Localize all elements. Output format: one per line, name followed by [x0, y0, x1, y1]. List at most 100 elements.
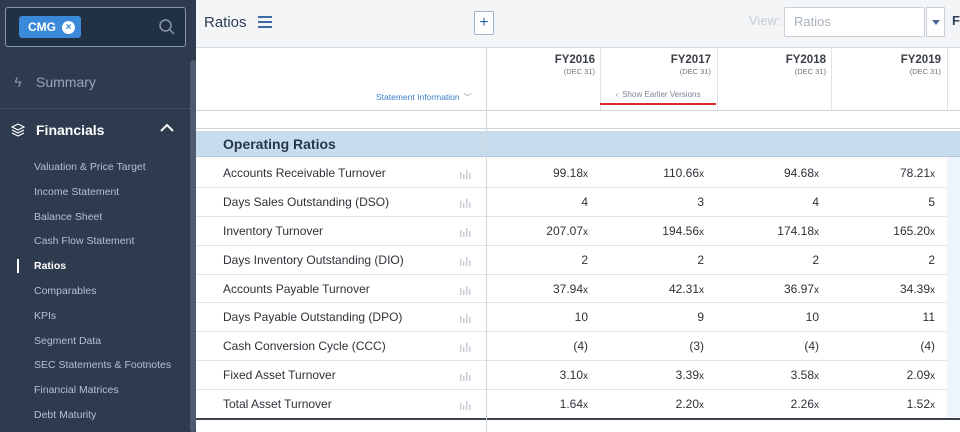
cell-value: 2 — [717, 253, 819, 267]
cell-number: 37.94 — [552, 281, 583, 296]
bar-chart-icon[interactable] — [460, 313, 471, 324]
sidebar-divider — [0, 108, 196, 109]
cell-value: 42.31x — [600, 282, 704, 296]
cell-value: 3 — [600, 195, 704, 209]
nav-financials-label: Financials — [36, 122, 105, 138]
view-label: View: — [749, 13, 781, 28]
row-label: Total Asset Turnover — [223, 397, 332, 412]
table-row[interactable]: Total Asset Turnover 1.64x 2.20x 2.26x 1… — [196, 390, 960, 420]
period-end: (DEC 31) — [679, 67, 711, 76]
bar-chart-icon[interactable] — [460, 285, 471, 295]
table-row[interactable]: Days Payable Outstanding (DPO) 10 9 10 1… — [196, 303, 960, 333]
sidebar-item-income-statement[interactable]: Income Statement — [34, 185, 120, 198]
bar-chart-icon[interactable] — [460, 371, 471, 382]
table-row[interactable]: Days Inventory Outstanding (DIO) 2 2 2 2 — [196, 246, 960, 275]
bar-chart-icon[interactable] — [460, 256, 471, 266]
cell-value: 37.94x — [486, 282, 588, 296]
sidebar-item-balance-sheet[interactable]: Balance Sheet — [34, 210, 103, 223]
nav-summary[interactable]: ϟ Summary — [0, 62, 196, 102]
sidebar-item-segment-data[interactable]: Segment Data — [34, 334, 102, 347]
nav-financials[interactable]: Financials — [0, 112, 196, 148]
cell-value: 10 — [486, 310, 588, 324]
nav-summary-label: Summary — [36, 74, 96, 90]
cell-suffix: x — [699, 284, 704, 296]
table-row[interactable]: Inventory Turnover 207.07x 194.56x 174.1… — [196, 217, 960, 246]
fiscal-year: FY2019 — [900, 54, 941, 66]
cell-number: 5 — [928, 194, 935, 209]
row-label: Inventory Turnover — [223, 223, 324, 238]
cell-suffix: x — [814, 371, 819, 383]
cell-number: 94.68 — [783, 166, 814, 180]
sidebar-item-kpis[interactable]: KPIs — [34, 309, 57, 322]
column-fy2017[interactable]: FY2017 (DEC 31) — [652, 54, 711, 76]
menu-icon[interactable] — [258, 16, 272, 28]
sidebar-item-cash-flow[interactable]: Cash Flow Statement — [34, 235, 135, 248]
cell-number: 110.66 — [663, 166, 699, 180]
cell-suffix: x — [583, 284, 588, 296]
cell-suffix: x — [699, 169, 704, 180]
bar-chart-icon[interactable] — [460, 227, 471, 237]
statement-information-toggle[interactable]: Statement Information ﹀ — [376, 92, 472, 103]
chevron-up-icon[interactable] — [160, 123, 174, 133]
cell-number: 2 — [812, 252, 819, 267]
row-label: Accounts Payable Turnover — [223, 281, 370, 296]
ticker-chip[interactable]: CMG × — [19, 16, 81, 38]
chevron-left-icon: ‹ — [615, 90, 619, 99]
column-fy2016[interactable]: FY2016 (DEC 31) — [536, 54, 595, 76]
sidebar-item-debt-maturity[interactable]: Debt Maturity — [34, 408, 97, 421]
cell-value: 165.20x — [831, 224, 935, 238]
sidebar-item-sec-statements[interactable]: SEC Statements & Footnotes — [34, 359, 172, 372]
bar-chart-icon[interactable] — [460, 400, 471, 411]
bar-chart-icon[interactable] — [460, 169, 471, 179]
cell-value: 4 — [486, 195, 588, 209]
table-row[interactable]: Days Sales Outstanding (DSO) 4 3 4 5 — [196, 188, 960, 217]
cell-number: 1.64 — [559, 397, 583, 412]
cell-number: 78.21 — [899, 166, 930, 180]
cell-number: 2.20 — [675, 397, 699, 412]
cell-number: 2.09 — [906, 368, 930, 383]
cell-suffix: x — [930, 284, 935, 296]
bar-chart-icon[interactable] — [460, 342, 471, 353]
ticker-search-box[interactable]: CMG × — [5, 7, 186, 47]
sidebar-item-ratios[interactable]: Ratios — [0, 254, 190, 279]
sidebar-scrollbar[interactable] — [190, 60, 196, 432]
sidebar-item-comparables[interactable]: Comparables — [34, 284, 97, 297]
cell-value: (4) — [831, 339, 935, 353]
lightning-icon: ϟ — [14, 74, 22, 90]
remove-ticker-icon[interactable]: × — [62, 20, 75, 34]
cell-value: 34.39x — [831, 282, 935, 296]
table-row[interactable]: Accounts Receivable Turnover 99.18x 110.… — [196, 159, 960, 188]
add-button[interactable]: + — [474, 11, 494, 35]
show-earlier-versions-link[interactable]: ‹ Show Earlier Versions — [600, 90, 716, 105]
table-row[interactable]: Cash Conversion Cycle (CCC) (4) (3) (4) … — [196, 332, 960, 362]
layers-icon — [0, 123, 36, 137]
column-divider — [717, 48, 718, 110]
view-select[interactable]: Ratios — [784, 7, 925, 37]
cell-number: 174.18 — [777, 223, 814, 238]
table-row[interactable]: Fixed Asset Turnover 3.10x 3.39x 3.58x 2… — [196, 361, 960, 391]
table-row[interactable]: Accounts Payable Turnover 37.94x 42.31x … — [196, 275, 960, 304]
cell-number: 3.39 — [675, 368, 699, 383]
cell-number: 165.20 — [893, 223, 930, 238]
sidebar-item-valuation[interactable]: Valuation & Price Target — [34, 161, 146, 173]
period-end: (DEC 31) — [909, 67, 941, 76]
row-label: Days Payable Outstanding (DPO) — [223, 310, 403, 325]
sidebar-item-financial-matrices[interactable]: Financial Matrices — [34, 384, 119, 397]
ticker-label: CMG — [28, 20, 56, 34]
column-header: Statement Information ﹀ FY2016 (DEC 31) F… — [196, 48, 960, 110]
cell-number: 11 — [922, 310, 935, 325]
cell-number: 3.58 — [790, 368, 814, 383]
table-scroll-strip[interactable] — [947, 157, 960, 417]
search-icon[interactable] — [158, 18, 176, 36]
cell-value: 3.10x — [486, 368, 588, 382]
cell-number: 2 — [928, 252, 935, 267]
view-dropdown-caret-icon[interactable] — [926, 7, 945, 37]
bar-chart-icon[interactable] — [460, 198, 471, 208]
column-divider — [831, 48, 832, 110]
period-end: (DEC 31) — [563, 67, 595, 76]
cell-suffix: x — [699, 371, 704, 383]
chevron-down-icon: ﹀ — [463, 93, 472, 102]
column-fy2018[interactable]: FY2018 (DEC 31) — [767, 54, 826, 76]
column-fy2019[interactable]: FY2019 (DEC 31) — [882, 54, 941, 76]
